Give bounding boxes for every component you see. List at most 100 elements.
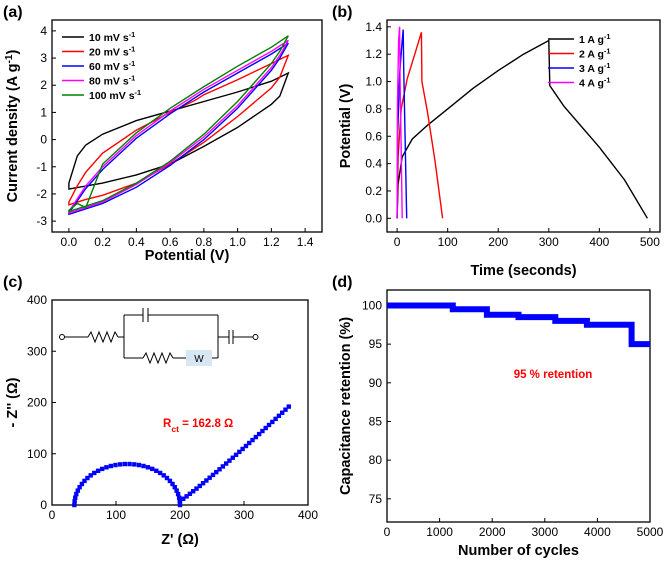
eis-data-point (72, 502, 77, 508)
eis-data-point (200, 481, 206, 486)
gcd-series-line (396, 26, 403, 219)
eis-y-tick-label: 100 (27, 447, 47, 461)
ret-plot-frame (386, 289, 651, 523)
eis-data-point (283, 407, 288, 412)
eis-data-point (132, 462, 137, 467)
eis-data-point (170, 481, 175, 487)
eis-data-point (190, 489, 196, 494)
cv-y-tick-label: 4 (40, 24, 47, 38)
cv-series-line (68, 35, 289, 213)
gcd-series-line (396, 32, 444, 219)
cv-legend-label: 80 mV s-1 (89, 73, 135, 88)
gcd-y-tick-label: 0.2 (365, 184, 382, 198)
gcd-y-tick-label: 1.0 (365, 75, 382, 89)
eis-data-point (164, 475, 170, 481)
ret-y-tick-label: 75 (369, 492, 383, 506)
eis-y-axis-label: - Z'' (Ω) (5, 377, 21, 427)
cv-legend-label: 10 mV s-1 (89, 30, 135, 45)
gcd-y-tick-label: 0.4 (365, 157, 382, 171)
eis-data-point (223, 461, 229, 466)
eis-data-point (207, 475, 212, 480)
ret-y-tick-label: 80 (369, 453, 383, 467)
ret-x-axis-label: Number of cycles (458, 543, 579, 559)
eis-data-point (237, 449, 242, 455)
eis-data-point (136, 462, 142, 468)
cv-x-tick-label: 0.4 (128, 235, 145, 249)
eis-data-point (233, 452, 239, 458)
eis-x-tick-label: 400 (298, 508, 318, 522)
eis-data-point (280, 410, 285, 415)
eis-x-tick-label: 100 (106, 508, 126, 522)
gcd-x-tick-label: 200 (488, 235, 508, 249)
cv-x-tick-label: 0.2 (94, 235, 111, 249)
cv-series-line (68, 53, 290, 206)
gcd-y-tick-label: 0.6 (365, 129, 382, 143)
eis-data-point (85, 475, 90, 481)
cv-x-tick-label: 0.6 (162, 235, 179, 249)
eis-data-point (176, 495, 182, 500)
eis-data-point (253, 434, 259, 440)
gcd-plot-frame (386, 19, 661, 233)
eis-data-point (270, 419, 275, 425)
gcd-legend-label: 4 A g-1 (579, 75, 610, 90)
cv-y-tick-label: -1 (36, 160, 47, 174)
panel-d-retention-chart: 0 1000 2000 3000 4000 5000 75 80 85 90 95 100 95 % r… (338, 289, 664, 559)
eis-data-point (263, 425, 268, 431)
eis-data-point (161, 473, 166, 478)
cv-series-line (68, 42, 289, 216)
cv-y-axis-label: Current density (A g-1) (4, 49, 22, 202)
eis-data-point (127, 461, 132, 467)
eis-data-point (286, 404, 291, 409)
eis-data-point (210, 472, 216, 478)
gcd-legend-label: 2 A g-1 (579, 46, 610, 61)
cv-y-tick-label: -3 (36, 214, 47, 228)
cv-y-tick-label: 3 (40, 51, 47, 65)
eis-x-axis-label: Z' (Ω) (161, 532, 199, 548)
cv-legend-label: 100 mV s-1 (89, 88, 141, 103)
eis-data-point (145, 465, 151, 470)
eis-data-point (175, 491, 181, 497)
ret-x-tick-label: 1000 (426, 525, 453, 539)
eis-data-point (117, 462, 123, 467)
cv-x-tick-label: 1.2 (263, 235, 280, 249)
eis-data-point (276, 413, 282, 419)
eis-data-point (167, 478, 173, 484)
eis-data-point (77, 485, 82, 490)
eis-data-point (256, 431, 262, 437)
eis-data-point (181, 496, 186, 501)
gcd-y-tick-label: 0.0 (365, 211, 382, 225)
eis-data-point (75, 488, 80, 493)
eis-data-point (260, 428, 265, 434)
warburg-label: W (194, 354, 204, 365)
eis-data-point (92, 470, 97, 476)
eis-data-point (79, 481, 85, 487)
cv-plot-frame (51, 19, 323, 233)
ret-y-tick-label: 90 (369, 376, 383, 390)
gcd-x-tick-label: 300 (539, 235, 559, 249)
eis-data-point (194, 486, 199, 491)
eis-data-point (177, 502, 183, 508)
retention-annotation: 95 % retention (514, 369, 593, 381)
circuit-terminal-left (59, 334, 65, 340)
eis-data-point (108, 463, 114, 469)
panel-b-gcd-chart: 0 100 200 300 400 500 0.0 0.2 0.4 0.6 0.8 1.0 1.2 1.4… (338, 19, 661, 279)
gcd-y-tick-label: 0.8 (365, 102, 382, 116)
eis-data-point (113, 462, 118, 468)
eis-y-tick-label: 0 (40, 498, 47, 512)
panel-a-cv-chart: 0.0 0.2 0.4 0.6 0.8 1.0 1.2 1.4 -3 -2 -1 0 1 2 3 4 10 mV… (4, 19, 323, 264)
eis-data-point (157, 470, 163, 476)
eis-data-point (88, 473, 93, 478)
cv-y-tick-label: -2 (36, 187, 47, 201)
gcd-x-tick-label: 100 (438, 235, 458, 249)
ret-y-tick-label: 100 (362, 298, 382, 312)
eis-y-tick-label: 200 (27, 396, 47, 410)
cv-y-tick-label: 0 (40, 133, 47, 147)
equivalent-circuit-diagram: W (59, 308, 259, 366)
eis-data-point (104, 465, 109, 470)
gcd-x-tick-label: 500 (640, 235, 660, 249)
eis-data-point (214, 469, 219, 475)
ret-x-tick-label: 0 (384, 525, 391, 539)
cv-legend-label: 60 mV s-1 (89, 59, 135, 74)
eis-data-point (250, 437, 255, 443)
eis-data-point (74, 491, 79, 497)
